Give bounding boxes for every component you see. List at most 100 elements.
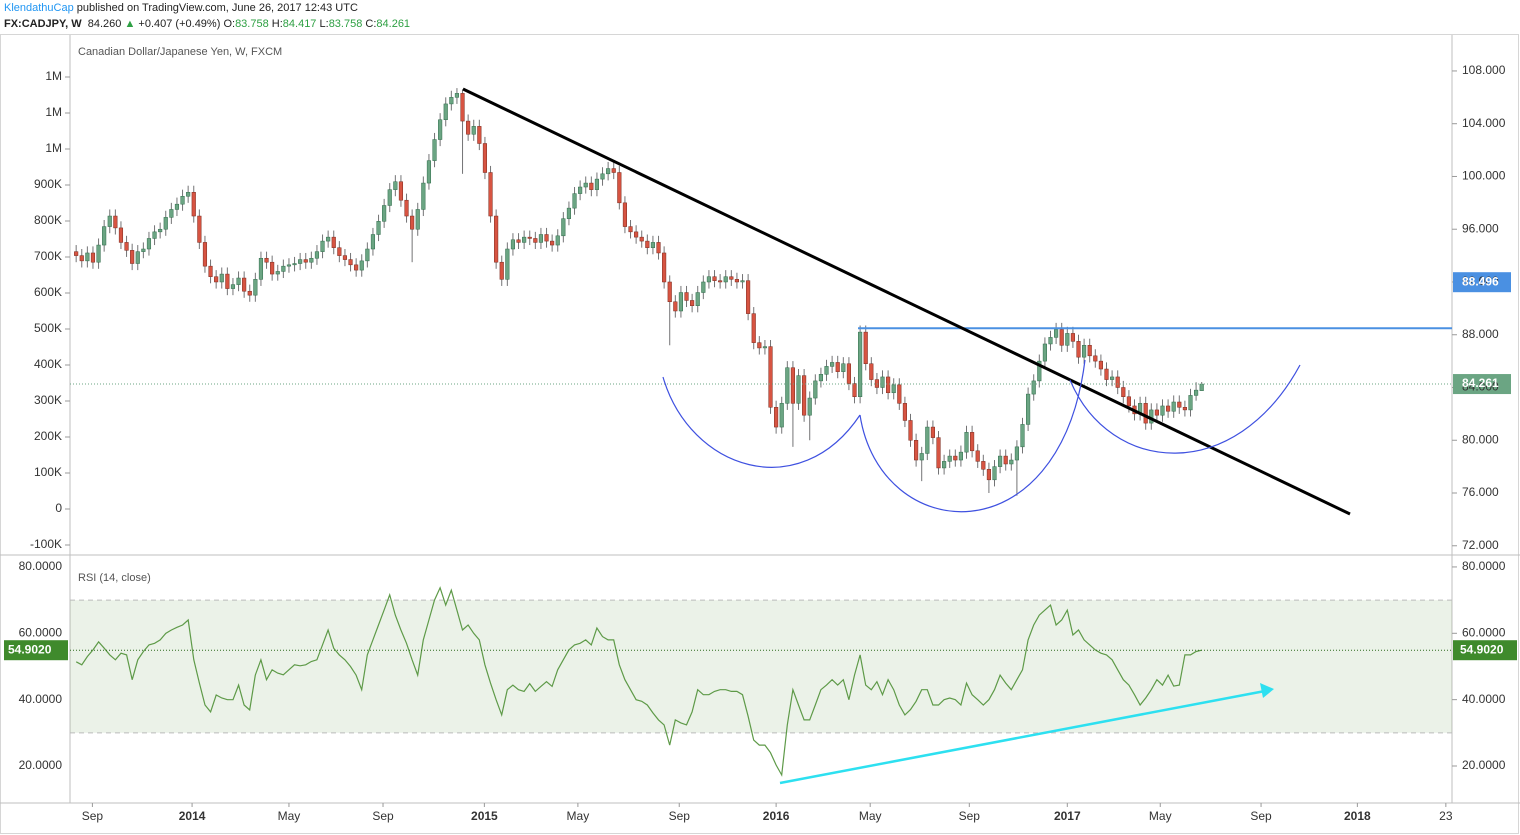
y2-tick-label: 500K — [34, 321, 62, 335]
candle-body — [180, 196, 185, 205]
candle-body — [449, 97, 454, 105]
candle-body — [90, 252, 96, 263]
candle-body — [152, 231, 157, 239]
candle-body — [85, 252, 90, 262]
candle-body — [611, 168, 616, 173]
candle-body — [1115, 376, 1120, 388]
ohlc-value: 84.261 — [376, 18, 411, 30]
candle-body — [600, 173, 605, 180]
frame — [0, 34, 1519, 834]
candle-body — [561, 218, 566, 237]
candle-body — [807, 397, 812, 416]
candle-body — [74, 251, 79, 256]
candle-body — [1126, 396, 1131, 407]
candle-body — [1042, 343, 1047, 362]
candle-body — [650, 242, 655, 248]
candle-body — [712, 276, 717, 281]
candle-body — [398, 181, 404, 201]
candle-body — [751, 313, 756, 343]
change-arrow: ▲ — [124, 18, 136, 30]
ohlc-label: C: — [365, 18, 377, 30]
y-tick-label: 40.0000 — [1462, 692, 1506, 706]
candle-body — [578, 186, 583, 194]
publish-line: KlendathuCap published on TradingView.co… — [4, 0, 410, 16]
candle-body — [510, 239, 516, 250]
candle-body — [471, 126, 476, 135]
candle-body — [141, 248, 146, 252]
candle-body — [258, 257, 264, 280]
candle-body — [1194, 389, 1199, 396]
candle-body — [191, 192, 196, 217]
candle-body — [382, 205, 387, 222]
x-tick-label: Sep — [372, 809, 394, 823]
candle-body — [309, 257, 314, 263]
candle-body — [1031, 380, 1036, 395]
candle-body — [583, 182, 588, 188]
candle-body — [410, 215, 415, 230]
x-tick-label: 2017 — [1054, 809, 1081, 823]
head-arc — [859, 359, 1086, 513]
candle-body — [499, 261, 504, 280]
candle-body — [118, 227, 124, 243]
candle-body — [645, 240, 650, 248]
candle-body — [79, 255, 84, 262]
candle-body — [1093, 355, 1098, 362]
price-label-box — [1453, 272, 1511, 293]
candle-body — [992, 466, 997, 481]
candle-body — [757, 342, 762, 349]
candle-body — [174, 203, 180, 210]
candle-body — [1121, 387, 1126, 397]
candle-body — [533, 238, 538, 243]
candle-body — [426, 160, 432, 184]
candle-body — [393, 181, 398, 190]
candle-body — [113, 215, 118, 229]
candle-body — [376, 221, 381, 235]
candle-body — [981, 461, 986, 470]
candle-body — [219, 273, 224, 283]
candle-body — [734, 279, 739, 283]
y-tick-label: 80.000 — [1462, 432, 1499, 446]
candle-body — [314, 251, 320, 259]
candle-body — [432, 139, 437, 161]
x-tick-label: 2015 — [471, 809, 498, 823]
candle-body — [958, 451, 963, 461]
candle-body — [326, 236, 331, 242]
y-tick-label: 20.0000 — [19, 758, 63, 772]
candle-body — [628, 226, 633, 233]
candle-body — [107, 215, 112, 227]
candle-body — [902, 403, 907, 421]
author[interactable]: KlendathuCap — [4, 2, 74, 14]
y-tick-label: 96.000 — [1462, 221, 1499, 235]
candle-body — [1160, 405, 1165, 416]
candle-body — [270, 261, 275, 275]
candle-body — [897, 384, 902, 404]
candle-body — [146, 238, 152, 250]
y2-tick-label: 400K — [34, 357, 62, 371]
candle-body — [522, 236, 527, 243]
y-tick-label: 104.000 — [1462, 116, 1506, 130]
y2-tick-label: 600K — [34, 285, 62, 299]
candle-body — [779, 403, 784, 428]
rsi-band — [70, 600, 1452, 733]
x-tick-label: 23 — [1439, 809, 1453, 823]
candle-body — [1188, 395, 1193, 411]
candle-body — [746, 280, 751, 314]
candle-body — [1104, 368, 1109, 380]
candle-body — [1059, 329, 1064, 346]
candle-body — [891, 384, 896, 394]
pane-title: RSI (14, close) — [78, 572, 151, 584]
candle-body — [477, 126, 482, 144]
y-tick-label: 60.0000 — [1462, 625, 1506, 639]
candle-body — [230, 284, 236, 289]
y-tick-label: 100.000 — [1462, 169, 1506, 183]
candle-body — [527, 236, 532, 239]
candle-body — [930, 426, 935, 438]
candle-body — [566, 207, 572, 219]
candle-body — [684, 292, 689, 301]
candle-body — [197, 215, 202, 243]
y2-tick-label: 200K — [34, 429, 62, 443]
candle-body — [678, 292, 683, 312]
candle-body — [936, 437, 941, 469]
candle-body — [1070, 333, 1075, 342]
candle-body — [482, 143, 488, 173]
